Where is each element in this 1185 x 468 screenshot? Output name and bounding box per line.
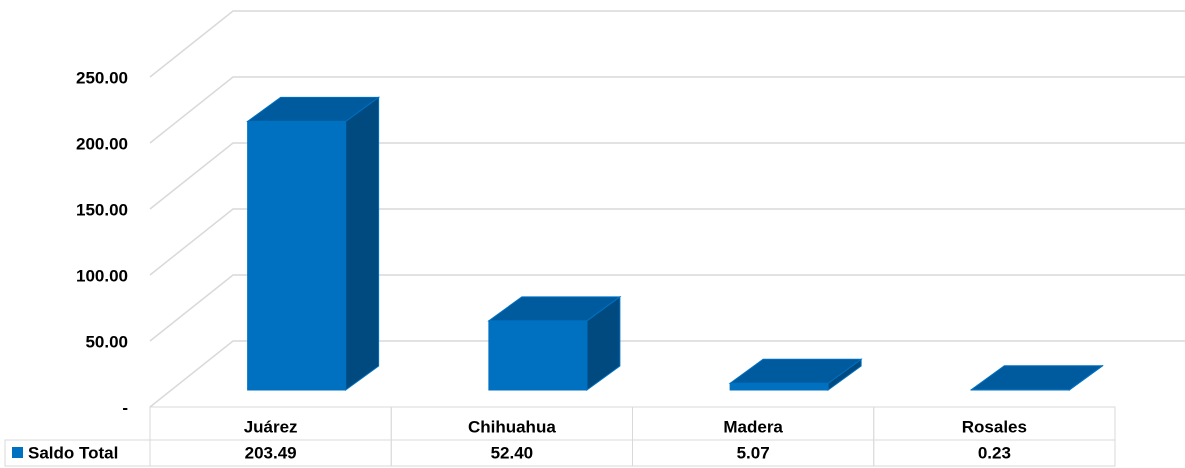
value-label: 52.40 bbox=[491, 443, 534, 462]
y-tick-label: - bbox=[122, 398, 128, 417]
value-label: 203.49 bbox=[245, 443, 297, 462]
y-tick-label: 200.00 bbox=[76, 134, 128, 153]
grid-line bbox=[149, 10, 1185, 78]
x-tick-label: Rosales bbox=[962, 417, 1027, 436]
x-tick-label: Juárez bbox=[244, 417, 298, 436]
value-label: 5.07 bbox=[737, 443, 770, 462]
grid-line bbox=[149, 274, 1185, 342]
bar-top bbox=[969, 365, 1104, 391]
grid-line bbox=[149, 142, 1185, 210]
bar bbox=[729, 382, 829, 391]
value-label: 0.23 bbox=[978, 443, 1011, 462]
y-tick-label: 250.00 bbox=[76, 68, 128, 87]
x-tick-label: Chihuahua bbox=[468, 417, 556, 436]
x-tick-label: Madera bbox=[723, 417, 783, 436]
bar bbox=[488, 320, 588, 391]
bar-side bbox=[345, 96, 380, 391]
grid-line bbox=[149, 208, 1185, 276]
y-tick-label: 100.00 bbox=[76, 266, 128, 285]
y-tick-label: 150.00 bbox=[76, 200, 128, 219]
bar bbox=[247, 120, 347, 391]
y-tick-label: 50.00 bbox=[85, 332, 128, 351]
table-cell bbox=[873, 439, 1116, 467]
grid-line bbox=[149, 76, 1185, 144]
legend-swatch bbox=[12, 447, 23, 458]
grid-line bbox=[149, 340, 1185, 408]
legend-label: Saldo Total bbox=[28, 443, 118, 462]
